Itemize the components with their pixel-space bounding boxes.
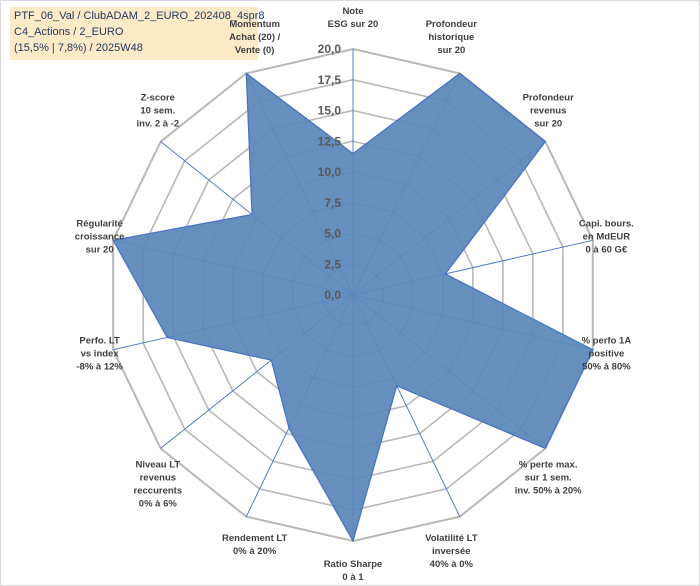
axis-label: Régularité croissance sur 20 [75, 218, 125, 255]
axis-label-line: inv. 2 à -2 [137, 118, 180, 129]
tick-label: 20,0 [318, 42, 342, 56]
axis-label: Profondeur historique sur 20 [426, 19, 477, 56]
axis-label: Note ESG sur 20 [328, 6, 379, 30]
axis-label: Niveau LT revenus reccurents 0% à 6% [134, 460, 183, 510]
axis-label-line: Achat (20) / [229, 32, 281, 43]
axis-label-line: Capi. bours. [579, 218, 634, 229]
radar-area [112, 72, 594, 543]
tick-label: 0,0 [324, 288, 341, 302]
axis-label-line: en MdEUR [583, 231, 631, 242]
axis-label: % perfo 1A positive 50% à 80% [582, 336, 632, 373]
axis-label: Perfo. LT vs index -8% à 12% [76, 336, 123, 373]
axis-label: Volatilité LT inversée 40% à 0% [425, 533, 478, 570]
axis-label: Rendement LT 0% à 20% [222, 533, 287, 557]
axis-label-line: 0 à 60 G€ [586, 244, 628, 255]
tick-label: 5,0 [324, 227, 341, 241]
axis-label-line: sur 1 sem. [525, 473, 572, 484]
axis-label: Profondeur revenus sur 20 [523, 92, 574, 129]
axis-label-line: 0% à 20% [233, 546, 277, 557]
axis-label-line: 10 sem. [140, 105, 175, 116]
axis-label-line: Profondeur [426, 19, 477, 30]
axis-label-line: ESG sur 20 [328, 19, 379, 30]
tick-label: 15,0 [318, 104, 342, 118]
axis-label: Ratio Sharpe 0 à 1 [324, 559, 383, 583]
axis-label-line: reccurents [134, 486, 183, 497]
axis-label-line: croissance [75, 231, 125, 242]
axis-label-line: Perfo. LT [79, 336, 120, 347]
axis-label-line: Note [342, 6, 363, 17]
axis-label-line: % perte max. [519, 460, 578, 471]
axis-label-line: inv. 50% à 20% [515, 486, 582, 497]
chart-title-box: PTF_06_Val / ClubADAM_2_EURO_202408_4spr… [10, 7, 265, 60]
axis-label-line: inversée [432, 546, 471, 557]
axis-label-line: 40% à 0% [430, 559, 474, 570]
radar-ticks: 0,0 2,5 5,0 7,5 10,0 12,5 15,0 17,5 20,0 [318, 42, 342, 302]
chart-title-line-1: PTF_06_Val / ClubADAM_2_EURO_202408_4spr… [14, 10, 265, 22]
axis-label-line: 50% à 80% [582, 362, 631, 373]
axis-label-line: revenus [140, 473, 176, 484]
axis-label-line: sur 20 [534, 118, 562, 129]
axis-label: Momentum Achat (20) / Vente (0) [229, 19, 281, 56]
axis-label-line: Rendement LT [222, 533, 287, 544]
axis-label-line: % perfo 1A [582, 336, 632, 347]
axis-label-line: Volatilité LT [425, 533, 478, 544]
axis-label: % perte max. sur 1 sem. inv. 50% à 20% [515, 460, 582, 497]
axis-label-line: Profondeur [523, 92, 574, 103]
axis-label-line: Vente (0) [235, 45, 275, 56]
tick-label: 7,5 [324, 196, 341, 210]
tick-label: 10,0 [318, 165, 342, 179]
axis-label-line: Z-score [141, 92, 175, 103]
axis-label: Capi. bours. en MdEUR 0 à 60 G€ [579, 218, 634, 255]
tick-label: 2,5 [324, 257, 341, 271]
axis-label: Z-score 10 sem. inv. 2 à -2 [137, 92, 180, 129]
axis-label-line: revenus [530, 105, 566, 116]
tick-label: 17,5 [318, 73, 342, 87]
axis-label-line: -8% à 12% [76, 362, 123, 373]
tick-label: 12,5 [318, 134, 342, 148]
axis-label-line: positive [588, 349, 624, 360]
axis-label-line: sur 20 [437, 45, 465, 56]
axis-label-line: Niveau LT [135, 460, 180, 471]
axis-label-line: vs index [81, 349, 120, 360]
radar-axis-labels: Note ESG sur 20 Profondeur historique sur 20… [75, 6, 634, 583]
axis-label-line: 0 à 1 [342, 572, 364, 583]
axis-label-line: 0% à 6% [139, 499, 178, 510]
axis-label-line: sur 20 [86, 244, 114, 255]
axis-label-line: Ratio Sharpe [324, 559, 383, 570]
chart-title-line-3: (15,5% | 7,8%) / 2025W48 [14, 42, 143, 54]
axis-label-line: historique [428, 32, 474, 43]
chart-title-line-2: C4_Actions / 2_EURO [14, 26, 124, 38]
axis-label-line: Régularité [76, 218, 122, 229]
axis-label-line: Momentum [229, 19, 280, 30]
